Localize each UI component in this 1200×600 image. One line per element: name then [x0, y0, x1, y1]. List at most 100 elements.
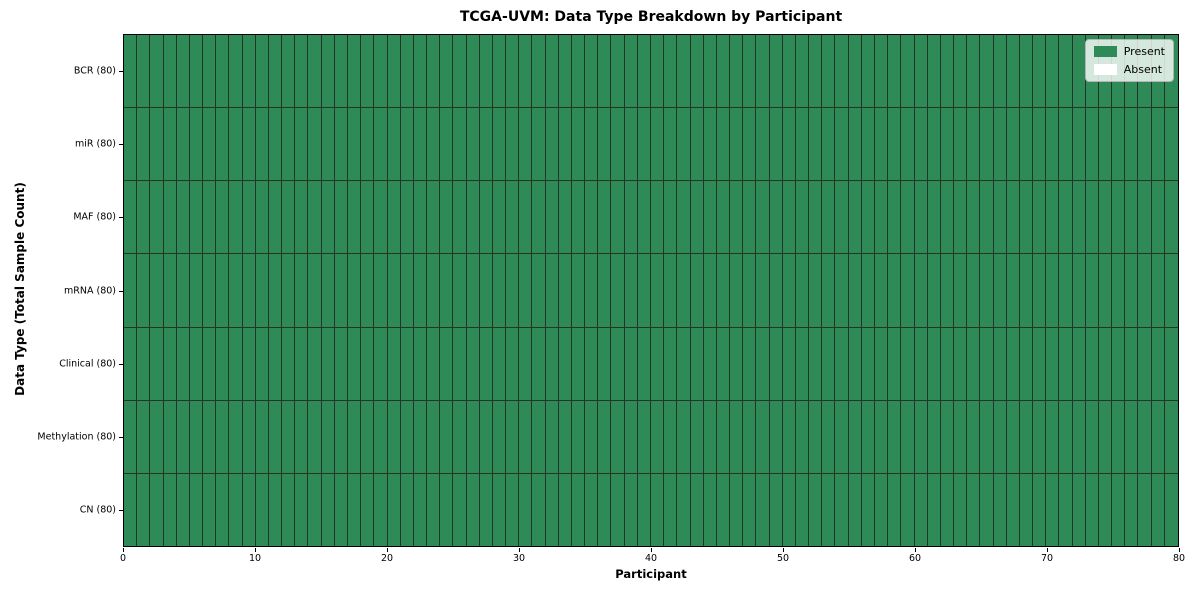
xtick-label: 60 — [908, 553, 922, 564]
cell-present — [611, 108, 625, 181]
cell-present — [229, 400, 243, 473]
cell-present — [993, 400, 1007, 473]
cell-present — [664, 254, 678, 327]
cell-present — [1033, 327, 1047, 400]
cell-present — [492, 254, 507, 327]
cell-present — [479, 181, 493, 254]
cell-present — [1085, 108, 1099, 181]
cell-present — [532, 473, 546, 546]
cell-present — [295, 35, 309, 108]
cell-present — [637, 108, 651, 181]
cell-present — [440, 35, 454, 108]
cell-present — [216, 400, 230, 473]
cell-present — [795, 400, 810, 473]
cell-present — [242, 254, 256, 327]
cell-present — [743, 400, 757, 473]
cell-present — [835, 108, 849, 181]
cell-present — [1125, 327, 1139, 400]
legend-item-present: Present — [1093, 45, 1165, 58]
ytick-label: BCR (80) — [73, 65, 116, 77]
cell-present — [690, 108, 704, 181]
cell-present — [321, 327, 335, 400]
cell-present — [1019, 400, 1034, 473]
cell-present — [888, 327, 902, 400]
cell-present — [716, 35, 731, 108]
cell-present — [874, 254, 889, 327]
cell-present — [954, 108, 968, 181]
cell-present — [809, 400, 823, 473]
cell-present — [387, 108, 401, 181]
cell-present — [901, 181, 915, 254]
cell-present — [782, 181, 796, 254]
cell-present — [795, 254, 810, 327]
cell-present — [598, 327, 612, 400]
cell-present — [598, 108, 612, 181]
cell-present — [1006, 181, 1020, 254]
cell-present — [809, 108, 823, 181]
cell-present — [255, 473, 269, 546]
xtick-mark — [123, 548, 124, 552]
cell-present — [624, 473, 638, 546]
cell-present — [716, 400, 731, 473]
cell-present — [361, 254, 375, 327]
cell-present — [690, 327, 704, 400]
cell-present — [150, 181, 164, 254]
cell-present — [295, 400, 309, 473]
ytick-label: miR (80) — [74, 138, 116, 150]
cell-present — [637, 400, 651, 473]
cell-present — [756, 108, 770, 181]
cell-present — [321, 473, 335, 546]
cell-present — [730, 108, 744, 181]
cell-present — [124, 400, 138, 473]
cell-present — [703, 473, 717, 546]
cell-present — [1019, 181, 1034, 254]
cell-present — [611, 181, 625, 254]
cell-present — [651, 327, 665, 400]
cell-present — [427, 254, 441, 327]
cell-present — [545, 35, 559, 108]
cell-present — [1059, 254, 1073, 327]
cell-present — [387, 327, 401, 400]
cell-present — [1019, 108, 1034, 181]
cell-present — [703, 181, 717, 254]
cell-present — [624, 400, 638, 473]
cell-present — [308, 327, 322, 400]
cell-present — [453, 181, 467, 254]
cell-present — [1019, 35, 1034, 108]
cell-present — [268, 254, 283, 327]
cell-present — [927, 181, 941, 254]
cell-present — [795, 35, 810, 108]
cell-present — [532, 400, 546, 473]
cell-present — [334, 327, 348, 400]
cell-present — [677, 254, 691, 327]
cell-present — [940, 108, 955, 181]
cell-present — [848, 181, 862, 254]
cell-present — [334, 473, 348, 546]
cell-present — [756, 254, 770, 327]
cell-present — [1019, 254, 1034, 327]
cell-present — [1164, 327, 1178, 400]
cell-present — [295, 108, 309, 181]
cell-present — [242, 108, 256, 181]
cell-present — [203, 473, 217, 546]
cell-present — [347, 400, 362, 473]
cell-present — [440, 254, 454, 327]
cell-present — [901, 400, 915, 473]
xtick-mark — [915, 548, 916, 552]
cell-present — [651, 473, 665, 546]
cell-present — [124, 35, 138, 108]
cell-present — [137, 327, 151, 400]
cell-present — [137, 181, 151, 254]
cell-present — [1125, 400, 1139, 473]
cell-present — [571, 108, 586, 181]
cell-present — [782, 473, 796, 546]
cell-present — [927, 108, 941, 181]
xtick-mark — [519, 548, 520, 552]
cell-present — [664, 327, 678, 400]
cell-present — [1046, 400, 1060, 473]
heatmap-row-MAF — [124, 181, 1178, 255]
cell-present — [176, 400, 190, 473]
ytick-label: Methylation (80) — [37, 431, 116, 443]
cell-present — [967, 400, 981, 473]
cell-present — [611, 400, 625, 473]
